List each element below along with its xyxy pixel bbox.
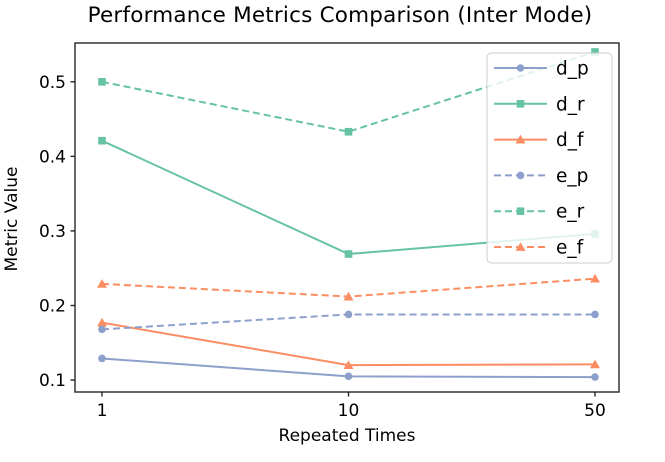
data-point-e_f xyxy=(590,273,600,283)
legend-label: e_r xyxy=(556,202,585,223)
data-point-d_r xyxy=(344,250,353,258)
data-point-e_f xyxy=(343,291,354,301)
legend-item-e_r: e_r xyxy=(494,202,585,223)
legend-label: e_p xyxy=(556,166,588,187)
data-point-d_p xyxy=(98,354,106,363)
legend-item-d_f: d_f xyxy=(494,130,584,151)
data-point-e_p xyxy=(344,310,353,319)
legend: d_p d_r d_f e_p e_r e_f xyxy=(486,52,613,264)
data-point-e_r xyxy=(344,127,353,136)
series-e_f xyxy=(97,273,600,301)
series-d_f xyxy=(97,317,600,370)
legend-item-d_p: d_p xyxy=(494,59,589,80)
legend-marker-square xyxy=(516,100,525,108)
series-d_p xyxy=(98,354,599,381)
legend-marker-square xyxy=(516,207,525,215)
y-tick-label: 0.4 xyxy=(39,147,66,167)
data-point-d_f xyxy=(97,317,107,327)
data-point-e_r xyxy=(98,77,106,86)
data-point-e_p xyxy=(591,310,599,319)
x-tick-label: 1 xyxy=(97,401,108,421)
y-tick-label: 0.5 xyxy=(39,73,66,93)
legend-label: d_f xyxy=(556,130,584,151)
x-tick-label: 10 xyxy=(338,401,360,421)
plot-border xyxy=(74,42,620,393)
x-tick-label: 50 xyxy=(584,401,606,421)
chart-title: Performance Metrics Comparison (Inter Mo… xyxy=(87,3,593,28)
data-point-d_r xyxy=(98,136,106,145)
legend-label: d_r xyxy=(556,94,585,115)
y-tick-label: 0.1 xyxy=(39,371,66,391)
y-tick-label: 0.2 xyxy=(39,296,66,316)
legend-marker-triangle xyxy=(515,134,526,144)
legend-marker-triangle xyxy=(515,242,526,251)
legend-marker-circle xyxy=(516,64,525,72)
y-tick-label: 0.3 xyxy=(39,222,66,242)
legend-box xyxy=(486,52,613,264)
legend-label: e_f xyxy=(556,238,584,259)
legend-item-d_r: d_r xyxy=(494,94,585,115)
data-point-e_f xyxy=(97,279,107,288)
x-axis-label: Repeated Times xyxy=(278,426,416,446)
legend-item-e_p: e_p xyxy=(494,166,588,187)
data-point-d_f xyxy=(590,359,600,369)
data-point-d_f xyxy=(343,360,354,370)
series-e_p xyxy=(98,310,599,334)
series-line-d_f xyxy=(101,321,596,367)
data-point-e_r xyxy=(591,48,599,56)
data-point-d_p xyxy=(344,372,353,381)
legend-label: d_p xyxy=(556,59,589,80)
legend-item-e_f: e_f xyxy=(494,238,584,259)
data-point-d_p xyxy=(591,373,599,381)
data-point-e_p xyxy=(98,325,106,334)
legend-marker-circle xyxy=(516,171,525,180)
